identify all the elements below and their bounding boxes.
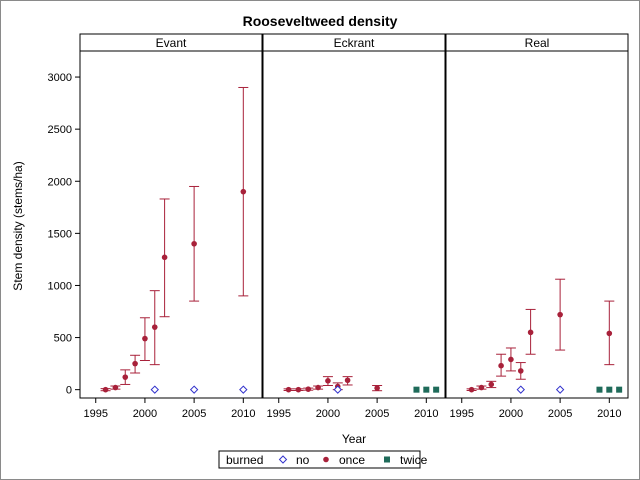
data-point-no bbox=[189, 385, 199, 394]
data-point-twice bbox=[616, 386, 623, 393]
legend-label: once bbox=[339, 453, 365, 467]
y-axis: 0 500 1000 1500 2000 2500 3000 bbox=[48, 72, 80, 397]
x-tick-label: 1995 bbox=[83, 408, 107, 420]
legend-entry-once: once bbox=[323, 453, 365, 467]
data-point-once bbox=[305, 386, 312, 392]
panel-header-label: Eckrant bbox=[334, 36, 375, 50]
x-tick-label: 2000 bbox=[499, 408, 523, 420]
data-point-no bbox=[150, 385, 159, 394]
data-point-twice bbox=[596, 386, 603, 393]
panel-header-label: Real bbox=[525, 36, 550, 50]
data-point-once bbox=[151, 324, 158, 330]
legend-title: burned bbox=[226, 453, 263, 467]
data-point-twice bbox=[433, 386, 440, 393]
panel-real: Real 1995 2000 2005 2010 bbox=[445, 33, 629, 420]
data-point-once bbox=[527, 329, 534, 336]
plot-area bbox=[262, 50, 446, 399]
data-point-once bbox=[240, 188, 247, 195]
legend-marker bbox=[278, 455, 288, 464]
data-point-once bbox=[488, 381, 495, 388]
plot-area bbox=[79, 50, 263, 399]
data-point-twice bbox=[423, 386, 430, 393]
legend: burned no once twice bbox=[218, 450, 428, 469]
data-point-once bbox=[508, 356, 514, 363]
data-point-once bbox=[606, 330, 613, 337]
x-tick-label: 2005 bbox=[548, 408, 572, 420]
data-point-once bbox=[142, 335, 148, 342]
data-point-once bbox=[517, 368, 524, 374]
data-point-once bbox=[344, 377, 351, 384]
data-point-no bbox=[555, 385, 565, 394]
data-point-once bbox=[478, 384, 485, 391]
y-tick-label: 0 bbox=[66, 385, 72, 397]
chart-title: Rooseveltweed density bbox=[243, 13, 398, 29]
x-tick-label: 2010 bbox=[231, 408, 255, 420]
panels-layer: 0 500 1000 1500 2000 2500 3000 Evant 1995 2000 200… bbox=[48, 33, 629, 420]
data-point-twice bbox=[606, 386, 613, 393]
y-axis-label: Stem density (stems/ha) bbox=[11, 161, 25, 290]
legend-entry-twice: twice bbox=[384, 453, 428, 467]
data-point-once bbox=[325, 378, 331, 384]
y-tick-label: 2000 bbox=[48, 176, 72, 188]
y-tick-label: 1500 bbox=[48, 228, 72, 240]
data-point-once bbox=[122, 374, 129, 380]
y-tick-label: 1000 bbox=[48, 280, 72, 292]
x-tick-label: 1995 bbox=[266, 408, 290, 420]
y-tick-label: 2500 bbox=[48, 124, 72, 136]
data-point-once bbox=[557, 311, 563, 318]
legend-marker bbox=[384, 456, 390, 463]
data-point-once bbox=[374, 385, 380, 391]
data-point-once bbox=[102, 386, 109, 393]
data-point-no bbox=[333, 385, 342, 394]
legend-label: no bbox=[296, 453, 310, 467]
panel-evant: Evant 1995 2000 2005 2010 bbox=[79, 33, 263, 420]
data-point-once bbox=[315, 384, 321, 391]
data-point-once bbox=[468, 386, 475, 393]
y-tick-label: 500 bbox=[54, 333, 72, 345]
legend-marker bbox=[323, 456, 329, 463]
legend-label: twice bbox=[400, 453, 428, 467]
data-point-once bbox=[498, 362, 504, 369]
x-tick-label: 2000 bbox=[316, 408, 340, 420]
data-point-twice bbox=[413, 386, 420, 393]
x-axis-label: Year bbox=[342, 432, 366, 446]
data-point-once bbox=[191, 240, 197, 247]
panel-header-label: Evant bbox=[156, 36, 187, 50]
x-tick-label: 2005 bbox=[365, 408, 389, 420]
data-point-once bbox=[295, 386, 302, 393]
x-tick-label: 1995 bbox=[449, 408, 473, 420]
y-tick-label: 3000 bbox=[48, 72, 72, 84]
data-point-once bbox=[161, 254, 168, 261]
panel-eckrant: Eckrant 1995 2000 2005 2010 bbox=[262, 33, 446, 420]
x-tick-label: 2010 bbox=[414, 408, 438, 420]
data-point-once bbox=[285, 386, 292, 393]
x-tick-label: 2000 bbox=[133, 408, 157, 420]
legend-entry-no: no bbox=[278, 453, 310, 467]
data-point-no bbox=[239, 385, 248, 394]
x-tick-label: 2010 bbox=[597, 408, 621, 420]
data-point-no bbox=[516, 385, 525, 394]
plot-area bbox=[445, 50, 629, 399]
x-tick-label: 2005 bbox=[182, 408, 206, 420]
legend-box bbox=[218, 450, 421, 469]
data-point-once bbox=[112, 384, 119, 391]
data-point-once bbox=[132, 360, 138, 367]
